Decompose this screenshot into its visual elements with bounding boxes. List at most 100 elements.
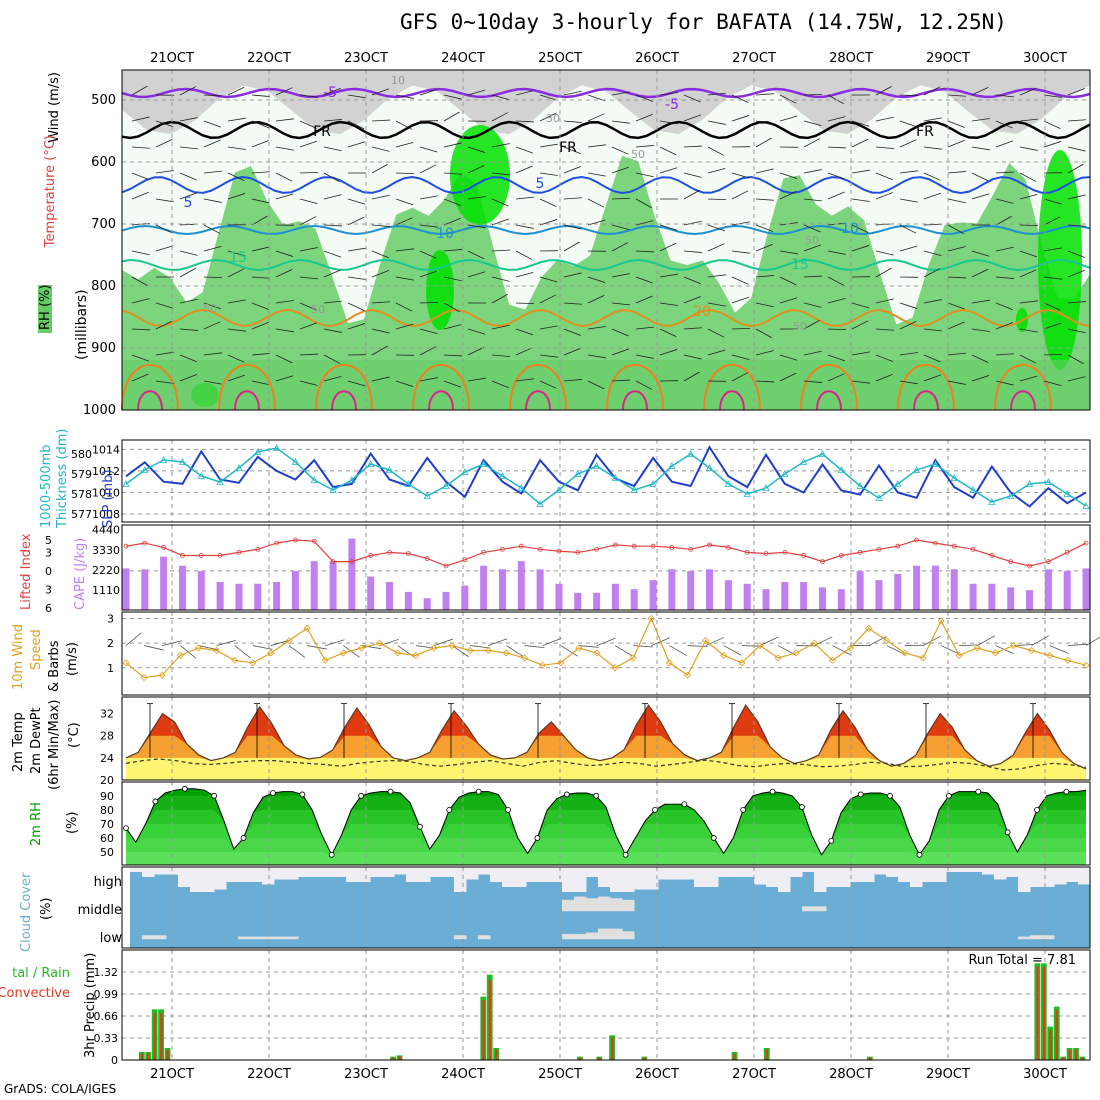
wind-barb bbox=[443, 217, 461, 226]
slp-line bbox=[125, 445, 1087, 508]
cloud-clear-patch bbox=[562, 899, 575, 912]
cloud-level-middle: middle bbox=[78, 903, 122, 918]
wind-barb bbox=[923, 117, 942, 122]
slp-tick-label: 1014 bbox=[92, 443, 120, 456]
wind-barb bbox=[395, 198, 414, 206]
wind-barb bbox=[947, 380, 966, 385]
precip-convective-bar bbox=[392, 1057, 395, 1060]
wind-barb bbox=[683, 114, 702, 122]
wind-barb bbox=[491, 354, 510, 357]
cloud-high-gap bbox=[430, 867, 443, 877]
cape-bar bbox=[310, 561, 318, 610]
wind-barb bbox=[635, 276, 654, 284]
isotherm-25-bump bbox=[994, 364, 1052, 411]
wind-barb bbox=[851, 224, 869, 233]
footer-credit: GrADS: COLA/IGES bbox=[4, 1082, 117, 1096]
wind-barb bbox=[299, 247, 318, 252]
wind10-marker bbox=[1082, 661, 1090, 669]
cape-bar bbox=[649, 580, 657, 610]
wind-barb bbox=[227, 117, 246, 122]
wind-barb bbox=[515, 378, 534, 382]
rh-contour-label: 10 bbox=[391, 74, 405, 87]
x-tick-label-top: 28OCT bbox=[829, 51, 873, 66]
cloud-high-gap bbox=[1018, 867, 1031, 892]
wind-barb bbox=[635, 220, 654, 226]
wind10-barb bbox=[741, 645, 762, 647]
slp-tick-label: 1012 bbox=[92, 465, 120, 478]
cloud-clear-patch bbox=[622, 899, 635, 912]
rh2m-marker bbox=[240, 835, 247, 841]
wind-barb bbox=[659, 167, 678, 174]
x-tick-label-bottom: 27OCT bbox=[732, 1067, 776, 1082]
thickness-marker bbox=[310, 476, 318, 483]
cloud-high-gap bbox=[1042, 867, 1055, 887]
wind-barb bbox=[995, 198, 1014, 204]
cloud-high-gap bbox=[778, 867, 791, 892]
lifted-index-marker bbox=[707, 542, 712, 548]
cape-label: CAPE (J/kg) bbox=[73, 538, 88, 610]
lifted-index-marker bbox=[688, 546, 694, 552]
precip-run-total: Run Total = 7.81 bbox=[968, 953, 1076, 968]
wind10-barb bbox=[234, 645, 251, 659]
cape-tick-label: 1110 bbox=[92, 584, 120, 597]
lifted-index-marker bbox=[236, 549, 242, 555]
rh2m-marker bbox=[123, 825, 129, 832]
lifted-index-line bbox=[125, 539, 1087, 567]
wind-barb bbox=[179, 192, 198, 200]
wind-barb bbox=[203, 120, 222, 128]
wind-barb bbox=[419, 164, 437, 174]
rh2m-marker bbox=[446, 806, 453, 813]
dewpoint-line bbox=[125, 758, 1087, 771]
wind-barb bbox=[1019, 87, 1037, 96]
wind-barb bbox=[251, 321, 269, 330]
wind10-marker bbox=[176, 651, 184, 659]
cape-bar bbox=[254, 583, 262, 610]
wind-barb bbox=[515, 271, 534, 278]
slp-tick-label: 1010 bbox=[92, 486, 120, 499]
panel-frame-rh2m bbox=[121, 781, 1091, 866]
rh2m-marker bbox=[1034, 806, 1040, 813]
precip-label-a: tal / Rain bbox=[12, 966, 70, 981]
cloud-high-gap bbox=[1006, 867, 1019, 877]
wind-barb bbox=[347, 247, 366, 252]
cloud-high-gap bbox=[586, 867, 599, 877]
rh2m-marker bbox=[416, 823, 423, 830]
wind-barb bbox=[683, 172, 702, 178]
wind-barb bbox=[851, 320, 869, 330]
precip-convective-bar bbox=[1062, 1057, 1065, 1060]
thickness-marker bbox=[216, 478, 224, 485]
isotherm-label: 15 bbox=[791, 257, 809, 273]
wind-barb bbox=[467, 250, 485, 260]
wind-tick-label: 1 bbox=[107, 662, 114, 675]
wind-barb bbox=[635, 198, 652, 209]
wind-barb bbox=[371, 88, 390, 96]
wind-barb bbox=[179, 117, 198, 122]
wind-barb bbox=[779, 115, 798, 122]
cloud-high-gap bbox=[946, 867, 959, 872]
wind-barb bbox=[683, 94, 701, 103]
precip-convective-bar bbox=[1042, 966, 1046, 1060]
cloud-high-gap bbox=[526, 867, 539, 882]
wind-barb bbox=[1067, 119, 1086, 122]
wind-barb bbox=[923, 268, 941, 278]
cloud-high-gap bbox=[670, 867, 683, 880]
lifted-index-marker bbox=[613, 542, 618, 548]
wind-barb bbox=[875, 172, 893, 181]
cloud-high-gap bbox=[406, 867, 419, 882]
slp-tick-label: 1008 bbox=[92, 508, 120, 521]
wind10-marker bbox=[683, 671, 692, 679]
wind10-marker bbox=[828, 656, 836, 664]
rh2m-line bbox=[125, 788, 1087, 856]
wind-barb bbox=[611, 91, 630, 96]
cloud-high-gap bbox=[322, 867, 335, 877]
cloud-clear-patch bbox=[610, 928, 623, 940]
wind-barb bbox=[827, 354, 846, 362]
wind-barb bbox=[419, 224, 438, 228]
wind-barb bbox=[947, 224, 964, 235]
cape-bar bbox=[1044, 569, 1052, 610]
wind10-barb bbox=[705, 637, 725, 646]
wind10-marker bbox=[231, 656, 239, 664]
cape-bar bbox=[348, 538, 356, 610]
wind10-barb bbox=[940, 645, 960, 655]
precip-tick-label: 1.32 bbox=[94, 966, 119, 979]
